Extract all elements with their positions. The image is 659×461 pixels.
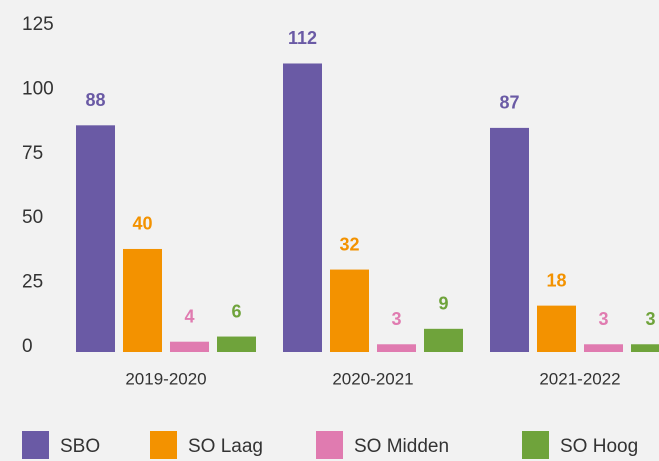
x-tick-label: 2020-2021 [332, 369, 413, 388]
value-label: 9 [438, 294, 448, 314]
legend-swatch [22, 431, 49, 459]
bar [330, 269, 369, 352]
y-tick-label: 25 [22, 272, 43, 293]
bar [283, 63, 322, 352]
bar [424, 328, 463, 352]
legend-label: SO Hoog [560, 436, 638, 457]
bar [170, 341, 209, 352]
bar [76, 125, 115, 352]
y-tick-label: 50 [22, 207, 43, 228]
value-label: 3 [598, 309, 608, 329]
x-tick-label: 2019-2020 [125, 369, 206, 388]
value-label: 32 [339, 234, 359, 254]
bar [631, 344, 659, 352]
y-tick-label: 0 [22, 336, 33, 357]
value-label: 3 [391, 309, 401, 329]
legend-swatch [522, 431, 549, 459]
y-tick-label: 125 [22, 14, 54, 35]
value-label: 18 [546, 270, 566, 290]
legend-swatch [150, 431, 177, 459]
value-label: 4 [184, 306, 194, 326]
value-label: 88 [85, 90, 105, 110]
bar [217, 336, 256, 352]
bar [123, 248, 162, 352]
legend-label: SBO [60, 436, 100, 457]
value-label: 112 [288, 28, 317, 48]
x-tick-label: 2021-2022 [539, 369, 620, 388]
value-label: 40 [132, 214, 152, 234]
bar [377, 344, 416, 352]
bar [490, 127, 529, 352]
bar [584, 344, 623, 352]
value-label: 3 [645, 309, 655, 329]
legend-label: SO Midden [354, 436, 449, 457]
bar [537, 305, 576, 352]
y-tick-label: 75 [22, 143, 43, 164]
value-label: 6 [231, 301, 241, 321]
legend-label: SO Laag [188, 436, 263, 457]
legend-swatch [316, 431, 343, 459]
y-tick-label: 100 [22, 78, 54, 99]
value-label: 87 [499, 93, 519, 113]
